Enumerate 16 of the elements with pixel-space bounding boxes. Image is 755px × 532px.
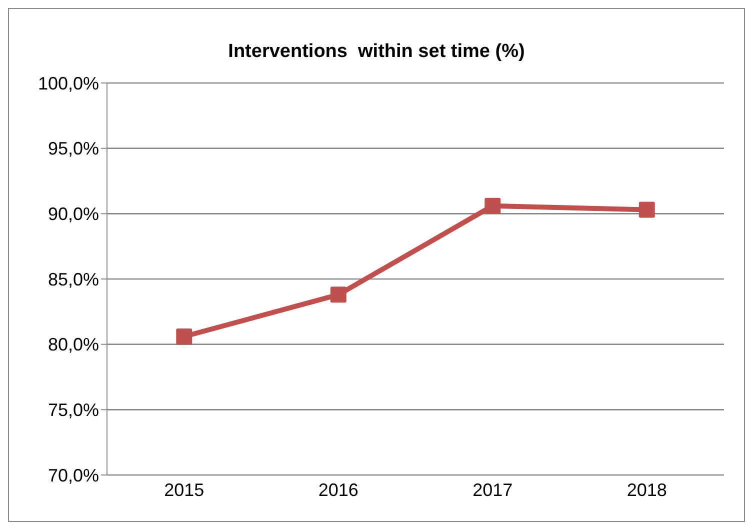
chart-title: Interventions within set time (%) xyxy=(227,41,526,63)
y-tick-label: 75,0% xyxy=(48,400,99,420)
y-tick-label: 100,0% xyxy=(38,73,99,94)
y-tick-label: 70,0% xyxy=(48,465,99,486)
point xyxy=(330,286,346,303)
x-tick-label: 2016 xyxy=(318,480,358,500)
x-tick-label: 2015 xyxy=(164,480,204,500)
point xyxy=(176,328,192,344)
point xyxy=(484,198,501,214)
y-tick-label: 95,0% xyxy=(48,138,99,159)
y-tick-label: 90,0% xyxy=(48,204,99,224)
x-tick-label: 2018 xyxy=(626,480,667,500)
y-tick-label: 80,0% xyxy=(48,334,99,355)
x-tick-label: 2017 xyxy=(472,480,513,500)
point xyxy=(638,202,655,218)
y-tick-label: 85,0% xyxy=(48,269,99,290)
